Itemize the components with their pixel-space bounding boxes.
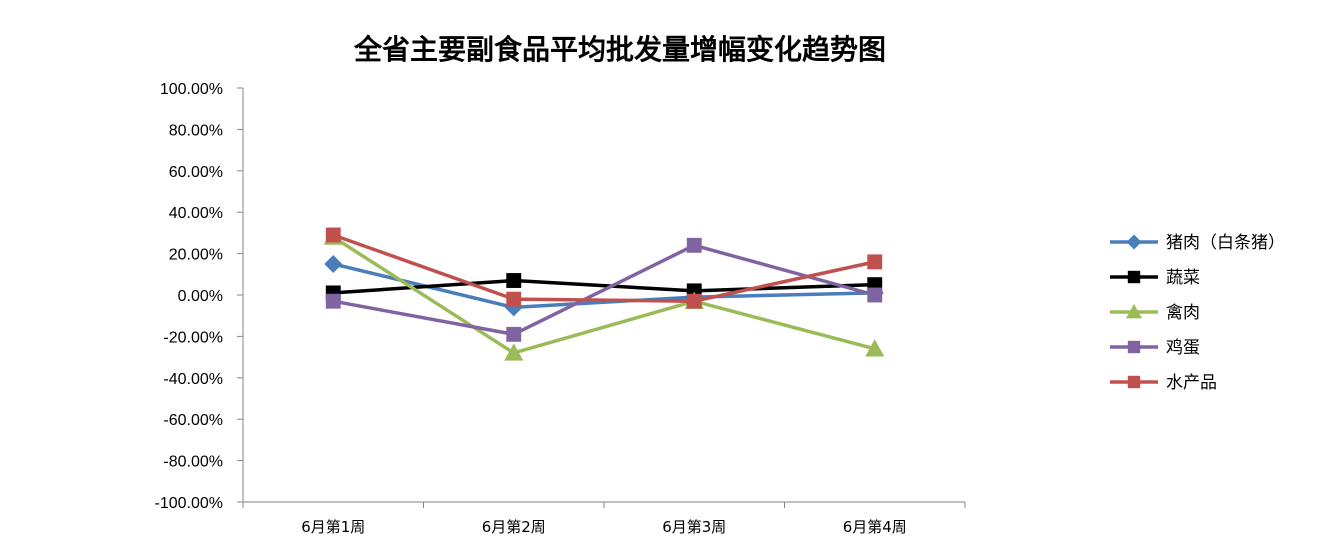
data-point	[325, 293, 341, 309]
series-2	[325, 273, 883, 301]
legend-item: 蔬菜	[1110, 268, 1200, 288]
legend-item: 水产品	[1110, 373, 1217, 393]
legend-marker	[1127, 340, 1141, 354]
y-tick-label: -20.00%	[163, 329, 223, 346]
x-tick-label: 6月第4周	[843, 518, 907, 536]
legend-marker	[1126, 304, 1142, 319]
data-point	[325, 227, 341, 243]
x-tick-label: 6月第1周	[301, 518, 365, 536]
data-point	[865, 339, 885, 357]
legend-marker	[1127, 375, 1141, 389]
y-tick-label: -80.00%	[163, 454, 223, 471]
data-point	[867, 254, 883, 270]
axes: 100.00% 80.00% 60.00% 40.00% 20.00% 0.00% -20.…	[155, 81, 966, 536]
legend-label: 禽肉	[1166, 303, 1200, 323]
legend-label: 蔬菜	[1166, 268, 1200, 288]
legend-item: 禽肉	[1110, 303, 1200, 323]
legend-label: 鸡蛋	[1166, 338, 1200, 358]
legend-item: 鸡蛋	[1110, 338, 1200, 358]
legend-item: 猪肉（白条猪）	[1110, 233, 1285, 253]
data-point	[504, 343, 524, 361]
data-point	[867, 287, 883, 303]
y-tick-label: 40.00%	[169, 205, 223, 222]
series-line	[332, 233, 876, 303]
series-line	[333, 278, 875, 295]
y-tick-label: -100.00%	[155, 495, 224, 512]
legend-label: 猪肉（白条猪）	[1166, 233, 1285, 253]
chart-title: 全省主要副食品平均批发量增幅变化趋势图	[353, 33, 886, 66]
series-line	[332, 235, 876, 355]
legend-marker	[1127, 270, 1141, 284]
y-tick-label: -40.00%	[163, 371, 223, 388]
series-line	[332, 243, 876, 337]
legend-label: 水产品	[1166, 373, 1217, 393]
series-4	[325, 237, 883, 342]
series-5	[325, 227, 883, 309]
data-point	[506, 291, 522, 307]
data-point	[506, 273, 522, 288]
data-point	[324, 254, 343, 273]
y-tick-label: 60.00%	[169, 164, 223, 181]
y-tick-label: -60.00%	[163, 412, 223, 429]
y-tick-label: 20.00%	[169, 247, 223, 264]
y-tick-label: 100.00%	[160, 81, 223, 98]
y-tick-label: 80.00%	[169, 122, 223, 139]
y-tick-label: 0.00%	[178, 288, 223, 305]
data-point	[686, 237, 702, 253]
x-tick-label: 6月第3周	[662, 518, 726, 536]
legend-marker	[1126, 234, 1142, 250]
data-point	[686, 293, 702, 309]
data-point	[506, 326, 522, 342]
x-tick-label: 6月第2周	[482, 518, 546, 536]
series-layer	[323, 227, 885, 361]
